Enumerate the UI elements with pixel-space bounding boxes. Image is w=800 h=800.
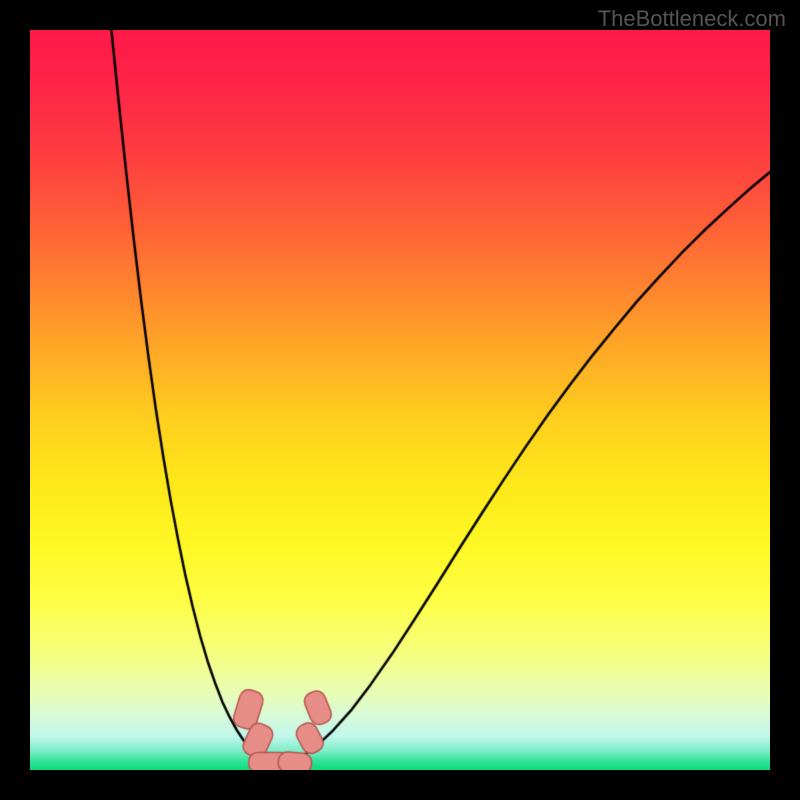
chart-stage: TheBottleneck.com: [0, 0, 800, 800]
watermark-label: TheBottleneck.com: [598, 6, 786, 32]
bottleneck-v-curve: [30, 30, 770, 770]
plot-area: [30, 30, 770, 770]
